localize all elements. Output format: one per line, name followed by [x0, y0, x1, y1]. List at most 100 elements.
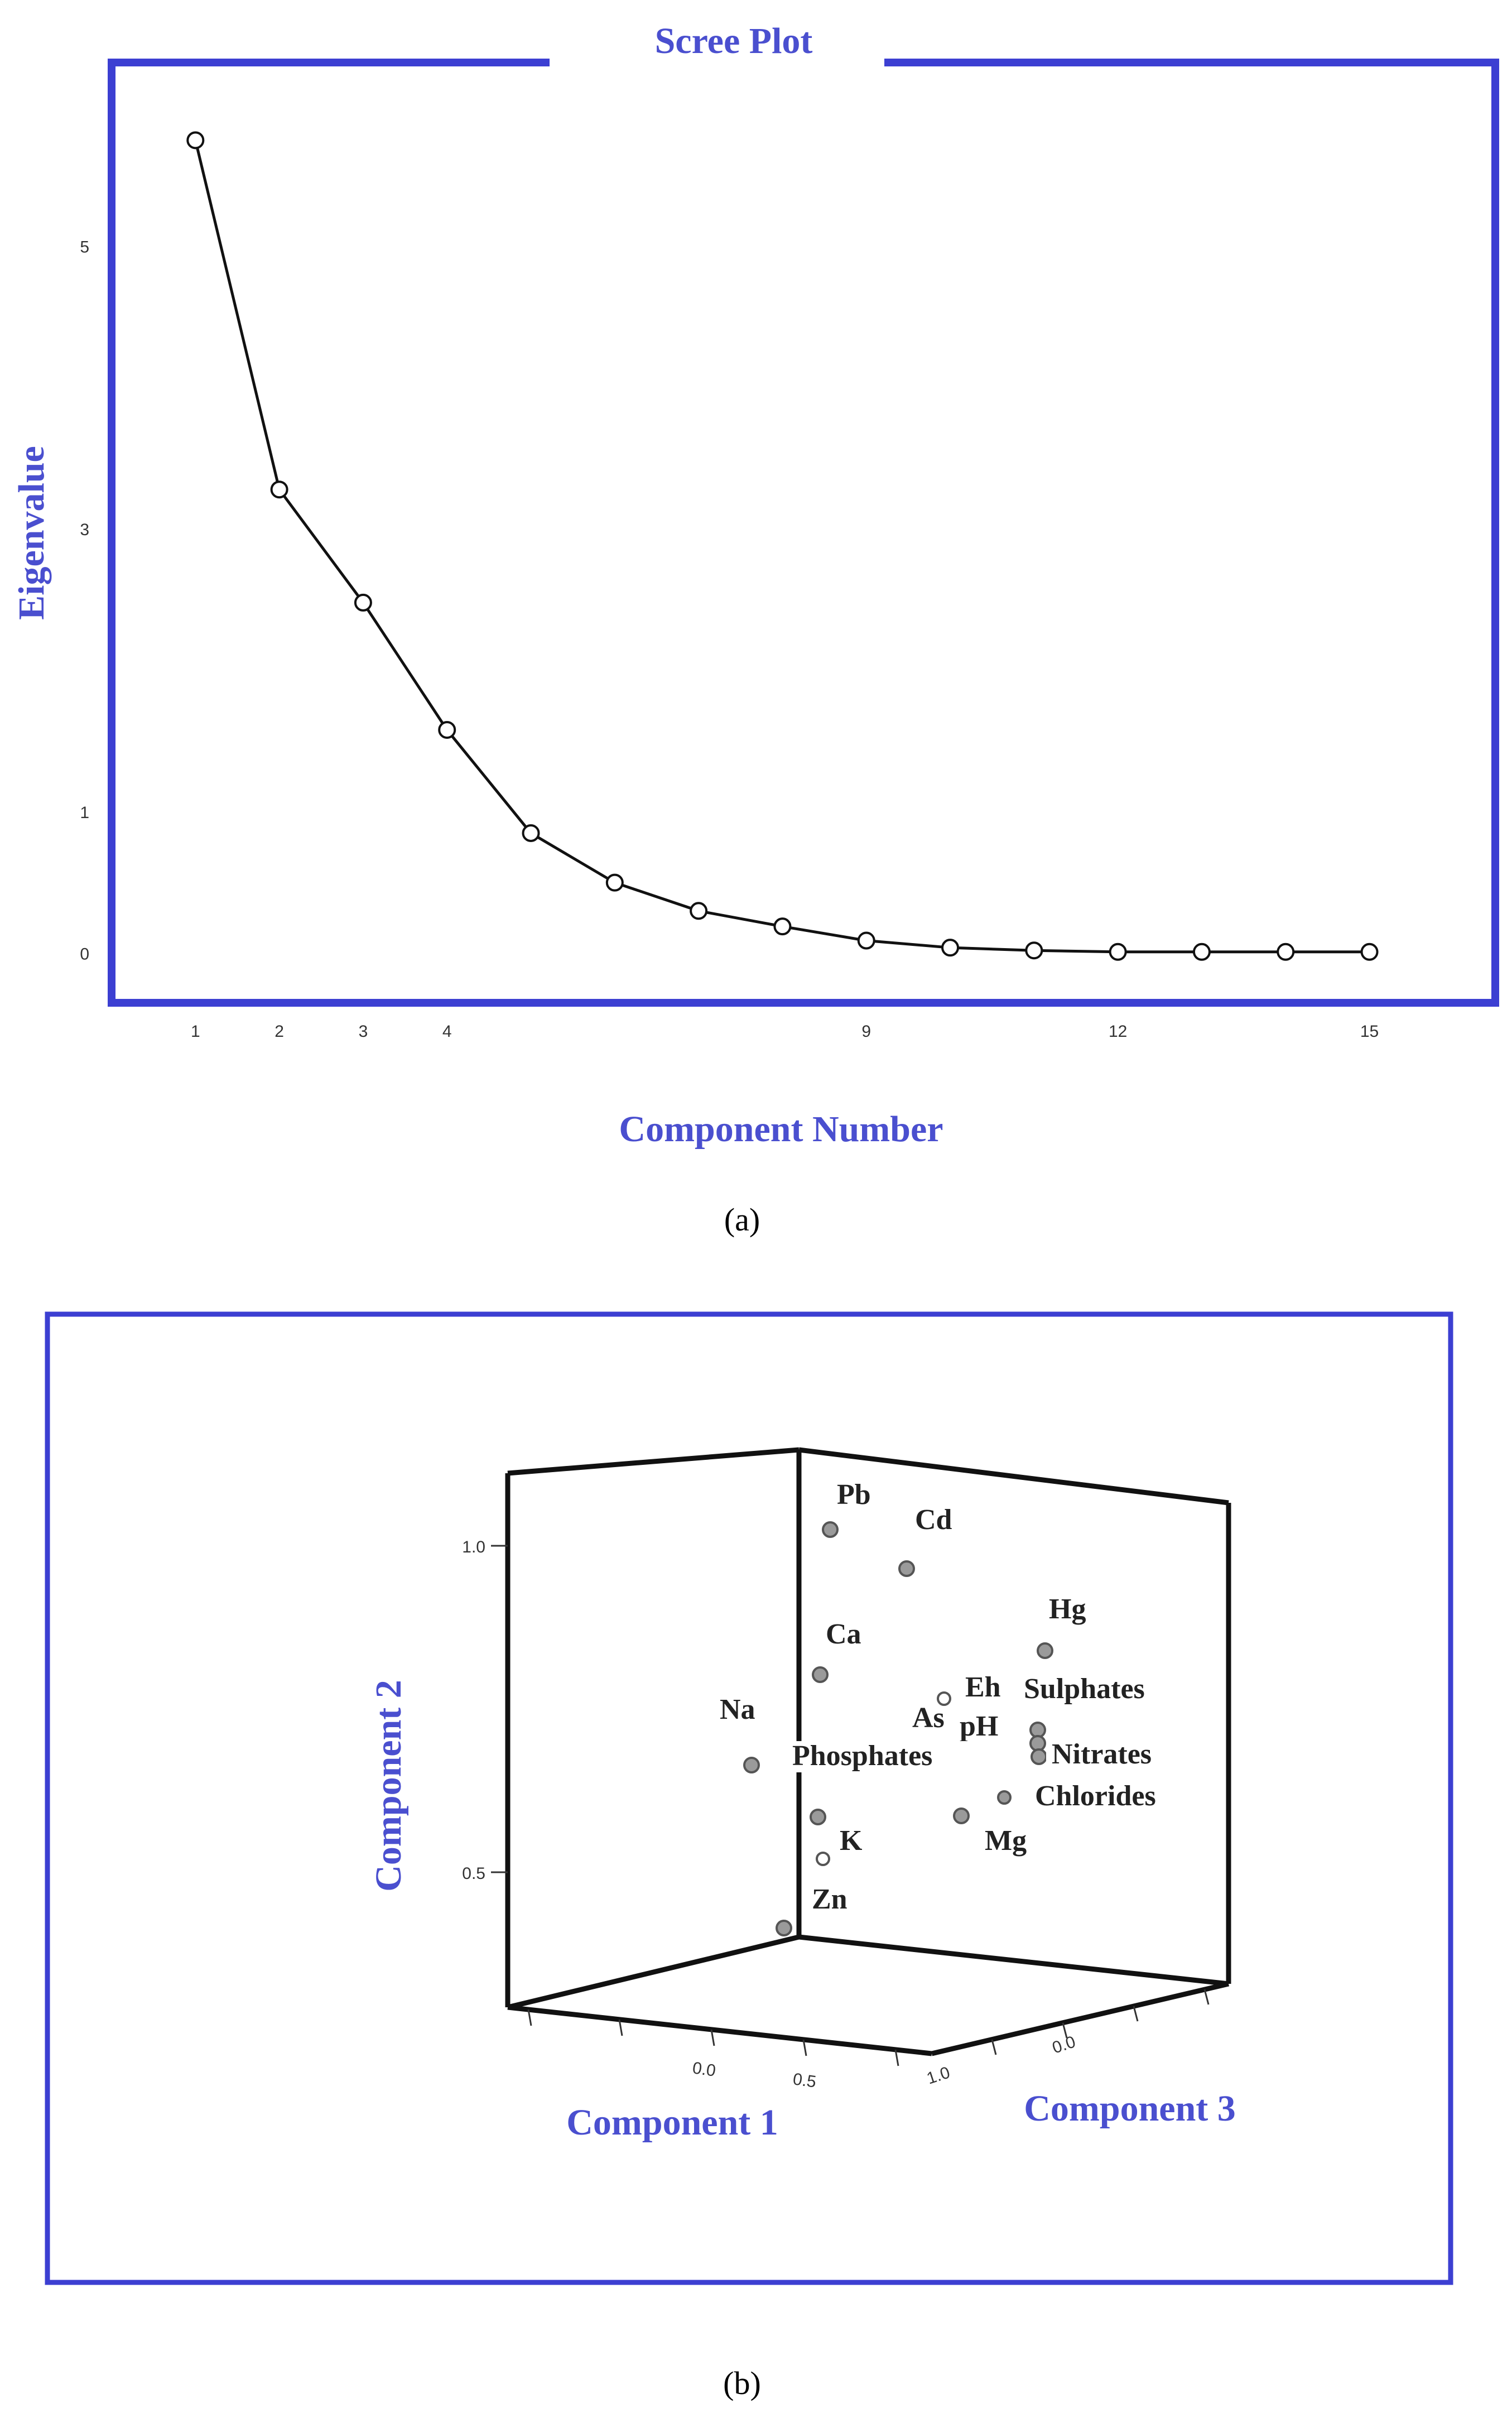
c3-tick-2: 0.0: [1050, 2032, 1078, 2057]
label-bg-chlorides: [1031, 1780, 1202, 1813]
tick-mark: [527, 2009, 532, 2026]
label-phosphates: Phosphates: [792, 1740, 932, 1772]
data-point-5: [522, 824, 540, 842]
point-labels: Pb Cd Hg Ca Eh As pH Sulphates Na Nitrat…: [709, 1479, 1214, 1917]
component-plot-frame: [45, 1311, 1453, 2285]
data-point-15: [1360, 943, 1379, 961]
tick-mark: [991, 2039, 997, 2055]
data-point-1: [186, 131, 205, 150]
data-point-8: [773, 917, 792, 936]
label-sulphates: Sulphates: [1024, 1673, 1145, 1705]
label-bg-zn: [803, 1878, 870, 1917]
c2-tick-1: 1.0: [462, 1538, 485, 1556]
x-axis-label: Component Number: [619, 1109, 943, 1150]
component3-ticks: [991, 1989, 1210, 2055]
component3-label: Component 3: [1024, 2088, 1236, 2129]
data-point-13: [1192, 943, 1211, 961]
component1-label: Component 1: [566, 2102, 778, 2143]
data-point-4: [438, 720, 456, 739]
point-phosphates: [997, 1790, 1012, 1805]
point-k: [816, 1852, 830, 1866]
x-tick-12: 12: [1109, 1022, 1127, 1041]
box-edge-front-left: [507, 2004, 932, 2056]
x-tick-4: 4: [442, 1022, 452, 1041]
label-ph: pH: [960, 1710, 998, 1742]
label-zn: Zn: [812, 1883, 848, 1915]
x-tick-9: 9: [861, 1022, 871, 1041]
scree-plot-frame: [108, 59, 1499, 1007]
box-edge-floor-left: [507, 1934, 800, 2010]
point-cd: [898, 1560, 915, 1577]
box-edge-back-top-left: [507, 1447, 800, 1476]
c3-tick-1: 1.0: [924, 2063, 952, 2088]
box-edge-floor-right: [798, 1934, 1229, 1987]
y-axis-label: Eigenvalue: [11, 446, 52, 620]
tick-mark: [1203, 1989, 1210, 2005]
label-hg: Hg: [1049, 1593, 1086, 1625]
label-bg-phosphates: [791, 1741, 992, 1772]
series-line: [194, 140, 1370, 954]
data-point-2: [270, 480, 288, 499]
y-tick-0: 0: [80, 945, 89, 963]
label-cd: Cd: [915, 1504, 952, 1536]
y-tick-1: 1: [80, 804, 89, 822]
point-sulphates-2: [1029, 1735, 1046, 1752]
label-eh: Eh: [965, 1671, 1001, 1703]
point-ca: [812, 1666, 829, 1683]
3d-box: [505, 1447, 1231, 2056]
x-tick-15: 15: [1360, 1022, 1379, 1041]
tick-mark: [618, 2019, 623, 2036]
point-pb: [822, 1521, 839, 1538]
label-pb: Pb: [837, 1479, 871, 1511]
caption-a: (a): [724, 1201, 760, 1238]
component2-ticks: 1.0 0.5: [462, 1538, 508, 1883]
label-k: K: [840, 1825, 863, 1857]
x-tick-1: 1: [191, 1022, 200, 1041]
c1-tick-1: 0.0: [691, 2059, 717, 2080]
label-bg-sulphates: [1017, 1673, 1214, 1708]
point-hg: [1037, 1642, 1053, 1659]
component1-ticks: [527, 2009, 899, 2066]
data-point-7: [690, 902, 708, 920]
data-point-3: [354, 593, 372, 612]
label-bg-na: [709, 1680, 792, 1736]
data-point-14: [1277, 943, 1295, 961]
x-tick-3: 3: [359, 1022, 368, 1041]
data-points: [186, 131, 1379, 961]
component-plot-panel: 1.0 0.5 0.0 0.5 1.0 0.0 Component 2 Comp…: [45, 1311, 1453, 2401]
component-points: [743, 1521, 1053, 1936]
label-na: Na: [720, 1694, 755, 1725]
label-nitrates: Nitrates: [1052, 1738, 1152, 1770]
scree-plot-panel: Scree Plot Eigenvalue Component Number 0…: [11, 21, 1499, 1238]
point-nitrates: [1031, 1748, 1047, 1765]
data-point-9: [857, 931, 875, 950]
data-point-6: [605, 873, 624, 892]
y-tick-3: 3: [80, 521, 89, 539]
scree-plot-title: Scree Plot: [655, 21, 813, 61]
x-tick-labels: 1 2 3 4 9 12 15: [191, 1022, 1379, 1041]
box-edge-front-right: [931, 1981, 1230, 2056]
y-tick-labels: 0 1 3 5: [80, 238, 89, 963]
label-bg-nitrates: [1046, 1740, 1192, 1772]
point-eh: [937, 1691, 951, 1706]
tick-mark: [1133, 2006, 1139, 2022]
box-edge-back-top-right: [798, 1447, 1229, 1506]
tick-mark: [1062, 2022, 1068, 2039]
c1-tick-2: 0.5: [792, 2070, 817, 2091]
tick-mark: [894, 2049, 899, 2066]
label-chlorides: Chlorides: [1035, 1780, 1156, 1812]
data-point-11: [1025, 941, 1043, 960]
tick-mark: [802, 2039, 807, 2056]
point-mg: [953, 1808, 970, 1824]
label-as: As: [912, 1702, 945, 1734]
caption-b: (b): [723, 2365, 761, 2401]
point-ch: [810, 1809, 826, 1825]
data-point-10: [941, 939, 960, 957]
c2-tick-2: 0.5: [462, 1864, 485, 1883]
x-tick-2: 2: [275, 1022, 284, 1041]
point-zn: [776, 1920, 792, 1936]
label-mg: Mg: [985, 1825, 1027, 1857]
y-tick-5: 5: [80, 238, 89, 256]
component2-label: Component 2: [368, 1680, 409, 1892]
